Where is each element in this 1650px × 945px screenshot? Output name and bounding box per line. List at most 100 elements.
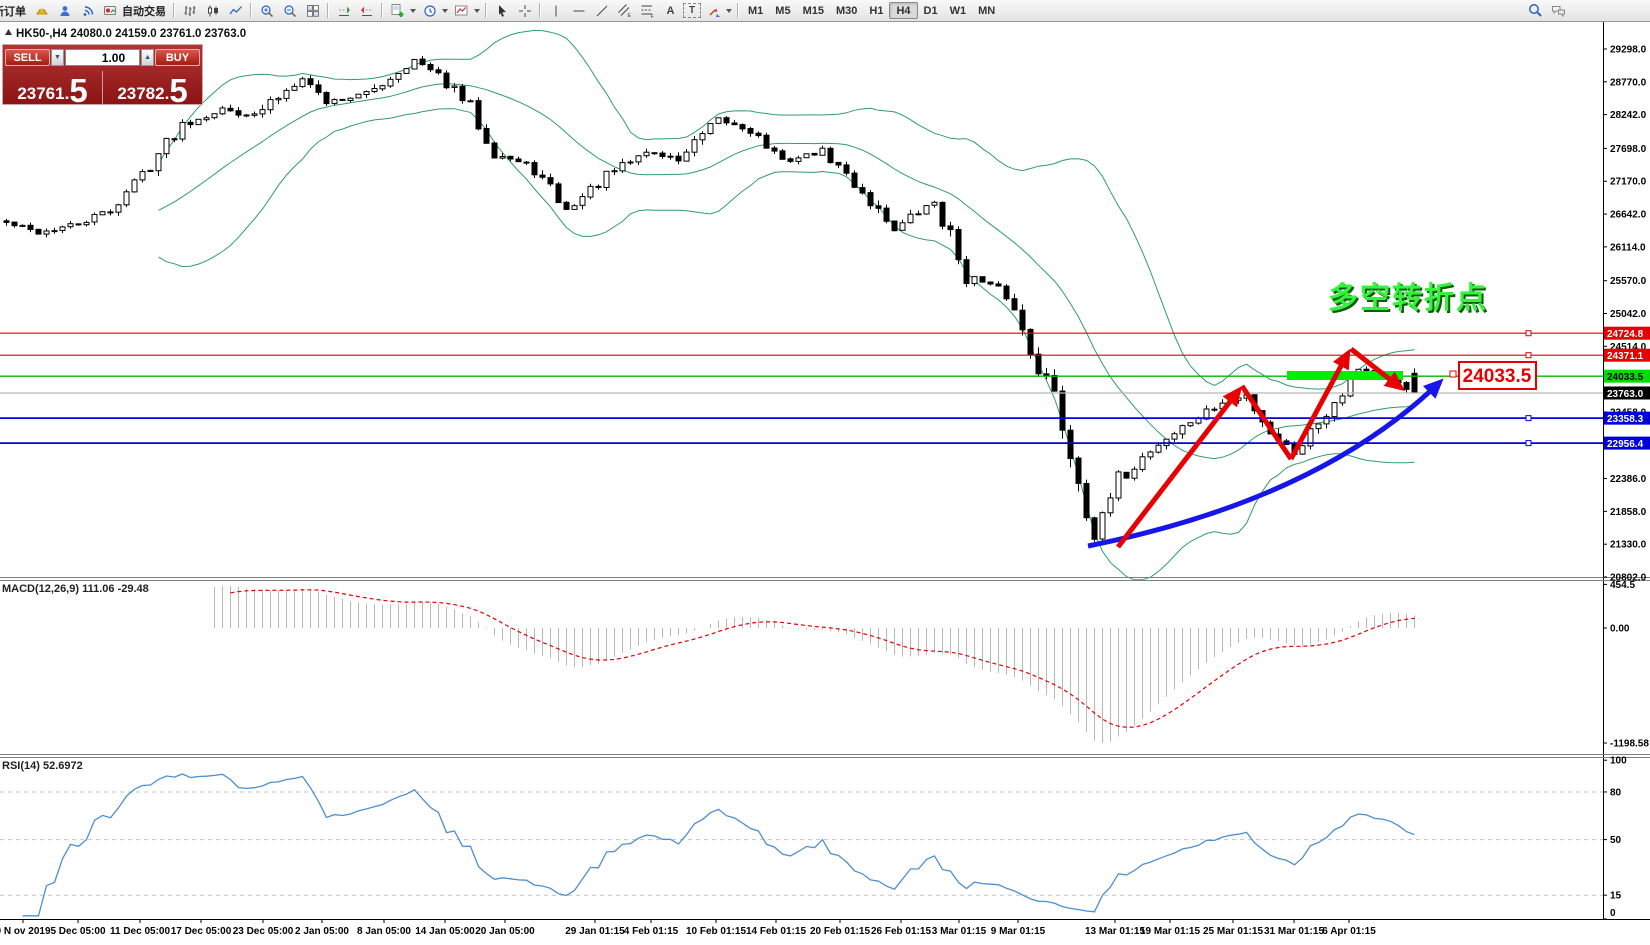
- volume-input[interactable]: [64, 49, 141, 66]
- templates-button[interactable]: [451, 2, 472, 20]
- text-label-tool-button[interactable]: T: [683, 3, 701, 18]
- sell-price[interactable]: 23761. 5: [3, 69, 102, 107]
- zigzag-leg-down1[interactable]: [1239, 384, 1294, 461]
- annotation-note[interactable]: 多空转折点: [1328, 282, 1488, 315]
- tile-windows-button[interactable]: [302, 2, 323, 20]
- channel-tool-button[interactable]: E: [614, 2, 635, 20]
- templates-caret[interactable]: [474, 8, 480, 13]
- candle-body: [235, 110, 242, 116]
- bar-chart-button[interactable]: [179, 2, 200, 20]
- level-line-handle[interactable]: [1525, 352, 1532, 359]
- candle-body: [1059, 390, 1066, 431]
- chat-icon[interactable]: [1548, 2, 1569, 20]
- line-chart-button[interactable]: [225, 2, 246, 20]
- price-axis-label: 29298.0: [1610, 45, 1647, 56]
- timeframe-d1[interactable]: D1: [923, 4, 938, 17]
- sell-button[interactable]: SELL: [5, 49, 50, 66]
- periods-caret[interactable]: [442, 8, 448, 13]
- candle-body: [747, 128, 754, 134]
- buy-button[interactable]: BUY: [154, 49, 200, 66]
- price-badge: [1604, 411, 1650, 425]
- candle-body: [955, 229, 962, 261]
- level-line-handle[interactable]: [1525, 330, 1532, 337]
- search-icon[interactable]: [1525, 2, 1546, 20]
- zigzag-annotation[interactable]: [1116, 347, 1405, 549]
- price-badge-text: 24371.1: [1607, 351, 1644, 362]
- new-order-button[interactable]: 新订单: [0, 5, 26, 18]
- candle-body: [371, 88, 378, 92]
- timeframe-m5[interactable]: M5: [775, 4, 791, 17]
- horizontal-line-tool-button[interactable]: [568, 2, 589, 20]
- cursor-tool-button[interactable]: [491, 2, 512, 20]
- support-zone-bar[interactable]: [1287, 371, 1403, 380]
- buy-price[interactable]: 23782. 5: [103, 69, 202, 107]
- level-line-handle[interactable]: [1525, 440, 1532, 447]
- candle-body: [403, 68, 410, 74]
- candle-body: [267, 99, 274, 111]
- auto-scroll-button[interactable]: [333, 2, 354, 20]
- timeframe-m30[interactable]: M30: [835, 4, 858, 17]
- timeline-label: 8 Jan 05:00: [357, 926, 411, 937]
- candle-body: [1067, 429, 1074, 460]
- volume-decrease-button[interactable]: ▼: [51, 49, 64, 66]
- crosshair-tool-button[interactable]: [514, 2, 535, 20]
- candle-body: [843, 164, 850, 174]
- signal-icon[interactable]: [77, 2, 98, 20]
- candle-body: [987, 281, 994, 285]
- text-tool-button[interactable]: A: [666, 4, 675, 17]
- arrows-caret[interactable]: [726, 8, 732, 13]
- vertical-line-tool-button[interactable]: [545, 2, 566, 20]
- zoom-in-button[interactable]: [256, 2, 277, 20]
- candle-body: [563, 201, 570, 210]
- candle-body: [339, 98, 346, 101]
- candle-body: [51, 230, 58, 233]
- volume-increase-button[interactable]: ▲: [141, 49, 154, 66]
- timeline-label: 31 Mar 01:15: [1264, 926, 1324, 937]
- gold-icon[interactable]: [31, 2, 52, 20]
- macd-label: MACD(12,26,9) 111.06 -29.48: [2, 583, 149, 595]
- candle-body: [43, 230, 50, 235]
- fibonacci-tool-button[interactable]: F: [637, 2, 658, 20]
- autotrade-button[interactable]: 自动交易: [122, 5, 166, 18]
- price-callout-box[interactable]: [1458, 361, 1537, 390]
- candle-body: [1363, 368, 1370, 372]
- candle-body: [227, 107, 234, 112]
- candle-body: [115, 204, 122, 213]
- buy-price-dot: .: [164, 84, 170, 103]
- toolbar-separator: [173, 3, 175, 18]
- timeframe-h1[interactable]: H1: [869, 4, 884, 17]
- chart-shift-button[interactable]: [356, 2, 377, 20]
- trendline-tool-button[interactable]: [591, 2, 612, 20]
- add-indicator-button[interactable]: [387, 2, 408, 20]
- timeline-label: 6 Apr 01:15: [1322, 926, 1376, 937]
- timeframe-h4[interactable]: H4: [889, 2, 918, 19]
- timeframe-m15[interactable]: M15: [802, 4, 824, 17]
- price-badge: [1604, 436, 1650, 450]
- candle-body: [59, 226, 66, 231]
- periods-clock-button[interactable]: [419, 2, 440, 20]
- zigzag-leg-down2[interactable]: [1349, 347, 1405, 392]
- timeframe-w1[interactable]: W1: [949, 4, 967, 17]
- candlestick-chart-button[interactable]: [202, 2, 223, 20]
- community-icon[interactable]: [54, 2, 75, 20]
- zoom-out-button[interactable]: [279, 2, 300, 20]
- price-badge-text: 23358.3: [1607, 414, 1644, 425]
- add-indicator-caret[interactable]: [410, 8, 416, 13]
- candle-body: [147, 169, 154, 172]
- chart-marker-icon: [5, 29, 12, 35]
- price-badge-text: 22956.4: [1607, 439, 1644, 450]
- candle-body: [379, 85, 386, 90]
- arrows-tool-button[interactable]: [703, 2, 724, 20]
- uptrend-arrow[interactable]: [1087, 378, 1444, 549]
- toolbar-separator: [250, 3, 252, 18]
- autotrade-icon[interactable]: [100, 2, 121, 20]
- timeframe-m1[interactable]: M1: [748, 4, 764, 17]
- level-line-handle[interactable]: [1525, 415, 1532, 422]
- zigzag-leg-up2[interactable]: [1288, 348, 1351, 461]
- zigzag-leg-up1[interactable]: [1116, 386, 1243, 549]
- candle-body: [323, 92, 330, 105]
- timeframe-mn[interactable]: MN: [978, 4, 996, 17]
- price-axis-label: 28242.0: [1610, 110, 1647, 121]
- price-axis-label: 21858.0: [1610, 507, 1647, 518]
